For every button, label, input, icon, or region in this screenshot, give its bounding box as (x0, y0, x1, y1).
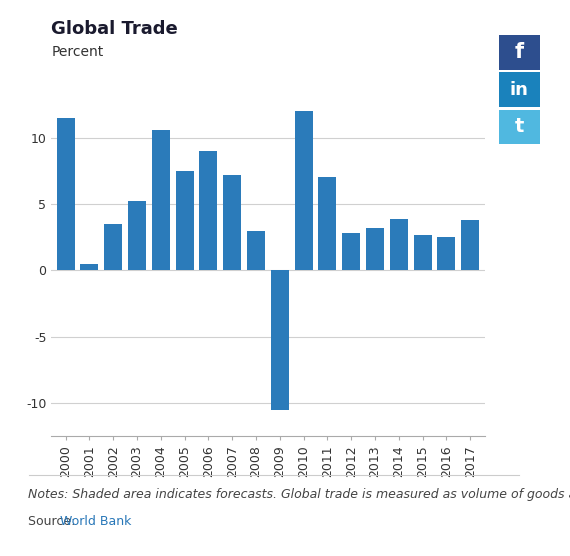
Bar (152, 130, 170, 270)
Bar (319, 177, 336, 270)
Text: Percent: Percent (51, 44, 104, 58)
Bar (56, 118, 75, 270)
Bar (366, 228, 384, 270)
Bar (80, 264, 98, 270)
Bar (438, 237, 455, 270)
Bar (200, 151, 217, 270)
Bar (128, 201, 146, 270)
Text: Global Trade: Global Trade (51, 21, 178, 38)
Bar (223, 175, 241, 270)
Bar (176, 171, 194, 270)
Bar (461, 220, 479, 270)
Bar (247, 231, 265, 270)
Bar (295, 111, 312, 270)
Bar (271, 270, 289, 410)
Text: in: in (510, 81, 529, 98)
Bar (390, 219, 408, 270)
Bar (342, 233, 360, 270)
Text: World Bank: World Bank (60, 515, 131, 528)
Bar (414, 235, 431, 270)
Text: Notes: Shaded area indicates forecasts. Global trade is measured as volume of go: Notes: Shaded area indicates forecasts. … (28, 488, 570, 500)
Text: f: f (515, 42, 524, 62)
Text: Source:: Source: (28, 515, 80, 528)
Bar (104, 224, 122, 270)
Text: t: t (515, 117, 524, 136)
